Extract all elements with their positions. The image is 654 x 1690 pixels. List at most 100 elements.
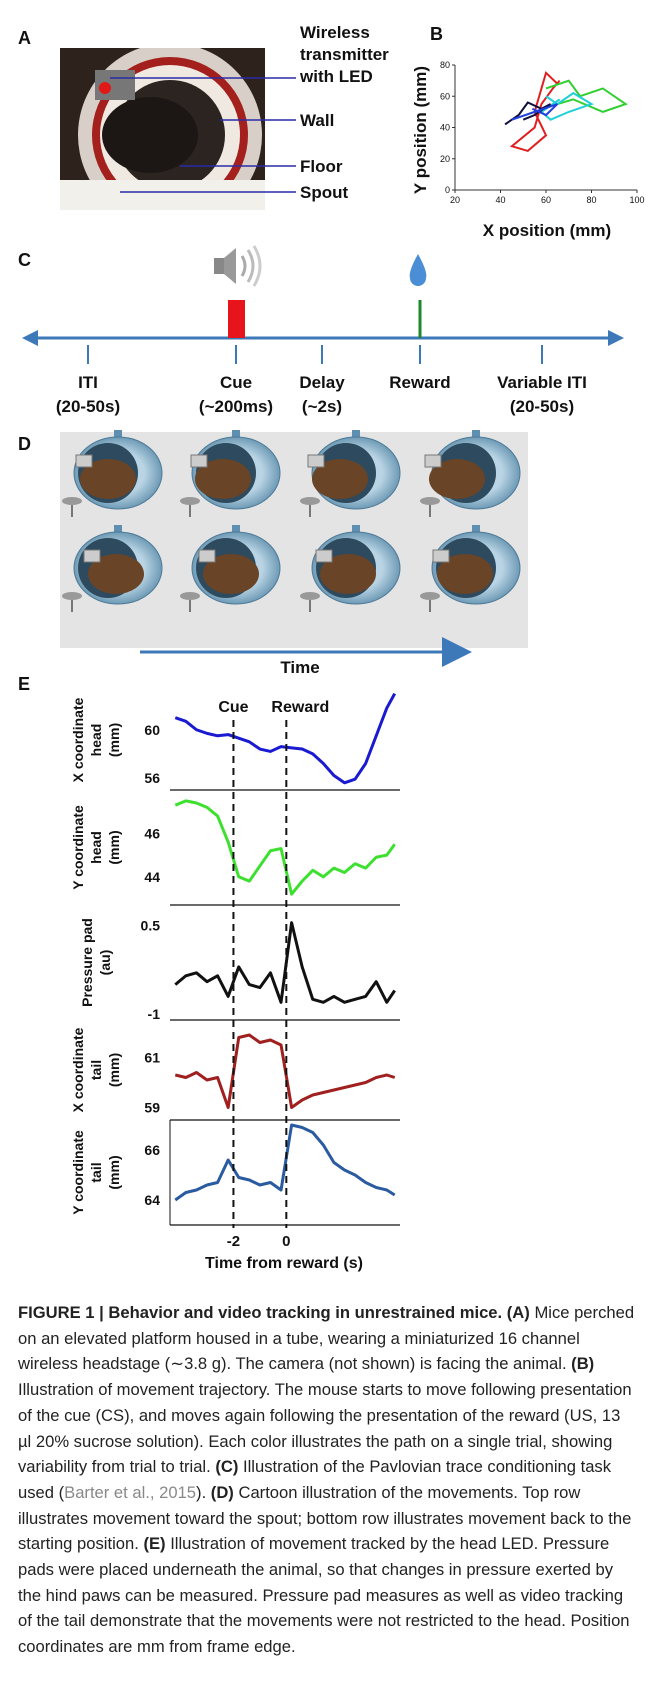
y-tick-label: 44 [144,869,160,885]
headstage [307,454,325,468]
headstage [83,549,101,563]
x-axis-label: Time from reward (s) [205,1255,363,1272]
spout [420,497,440,505]
event-label: (~2s) [302,397,342,416]
row-label: (au) [97,950,113,976]
arrow [22,330,38,346]
spout [62,592,82,600]
cartoon [300,430,401,517]
axis-label: Time [280,658,319,677]
cartoon [420,430,521,517]
cartoon [180,430,281,517]
trace [174,1123,396,1202]
x-axis-label: X position (mm) [483,221,611,240]
y-tick-label: 46 [144,825,160,841]
panel-label: B [430,24,443,44]
headstage [315,549,333,563]
y-axis-label: Y position (mm) [411,66,430,194]
mouse [312,459,368,499]
trace [174,799,396,896]
callout: Wall [300,111,334,130]
spout [180,592,200,600]
y-tick-label: 60 [440,91,450,101]
x-tick-label: 40 [495,195,505,205]
callout: Floor [300,157,343,176]
annotation: Cue [218,699,248,716]
row-label: tail [88,1060,104,1080]
callout: Spout [300,183,348,202]
y-tick-label: 59 [144,1100,160,1116]
mouse [195,459,251,499]
x-tick-label: 20 [450,195,460,205]
caption-run[interactable]: Barter et al., 2015 [64,1482,197,1502]
cue-marker [228,300,245,338]
x-tick-label: 0 [282,1233,290,1250]
y-tick-label: 20 [440,154,450,164]
event-label: Reward [389,373,450,392]
x-tick-label: 60 [541,195,551,205]
event-label: (20-50s) [510,397,574,416]
event-label: Variable ITI [497,373,587,392]
y-tick-label: 66 [144,1142,160,1158]
row-label: (mm) [106,1155,122,1189]
mouse [80,459,136,499]
y-tick-label: 56 [144,770,160,786]
caption-run: (A) [506,1303,530,1322]
row-label: Pressure pad [79,918,95,1007]
row-label: tail [88,1162,104,1182]
mouse [88,554,144,594]
callout: Wireless [300,23,370,42]
y-tick-label: 60 [144,722,160,738]
caption-run: Mice perched on an elevated platform hou… [18,1303,635,1374]
event-label: (~200ms) [199,397,273,416]
callout: with LED [299,67,373,86]
row-label: head [88,831,104,864]
mouse [320,554,376,594]
arrow [608,330,624,346]
mouse [437,554,493,594]
panel-label: D [18,434,31,454]
spout [300,497,320,505]
row-label: Y coordinate [70,1130,86,1215]
mouse [203,554,259,594]
trajectory [545,79,628,113]
row-label: (mm) [106,723,122,757]
headstage [198,549,216,563]
y-tick-label: 40 [440,123,450,133]
y-tick-label: 0.5 [141,918,161,934]
headstage [424,454,442,468]
caption: FIGURE 1 | Behavior and video tracking i… [18,1300,638,1660]
headstage [190,454,208,468]
row-label: head [88,724,104,757]
mouse [429,459,485,499]
spout [300,592,320,600]
cartoon [420,525,521,612]
cartoon [300,525,401,612]
speaker-icon [214,245,262,287]
panel-label: E [18,674,30,694]
cartoon [180,525,281,612]
event-label: Delay [299,373,345,392]
drop-icon [409,254,427,286]
cartoon [62,430,163,517]
caption-run: (E) [143,1534,166,1554]
cartoon [62,525,163,612]
headstage [75,454,93,468]
figure: A Wireless transmitter with LED Wall Flo… [18,23,645,1272]
row-label: (mm) [106,830,122,864]
callout: transmitter [300,45,389,64]
x-tick-label: 100 [629,195,644,205]
trace [174,921,396,1004]
trajectory [511,103,559,121]
event-label: (20-50s) [56,397,120,416]
event-label: ITI [78,373,98,392]
x-tick-label: 80 [586,195,596,205]
spout [180,497,200,505]
spout [420,592,440,600]
caption-run: Illustration of the Pavlovian trace cond… [18,1457,612,1502]
y-tick-label: 64 [144,1192,160,1208]
panel-label: C [18,250,31,270]
headstage [432,549,450,563]
caption-run: (C) [215,1457,239,1477]
panel-label: A [18,28,31,48]
